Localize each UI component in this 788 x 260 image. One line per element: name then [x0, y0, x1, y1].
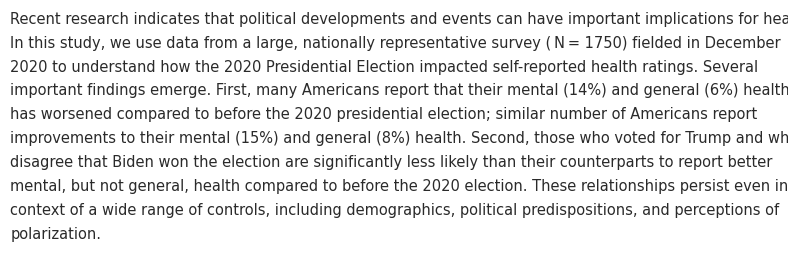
Text: Recent research indicates that political developments and events can have import: Recent research indicates that political… — [10, 12, 788, 27]
Text: disagree that Biden won the election are significantly less likely than their co: disagree that Biden won the election are… — [10, 155, 772, 170]
Text: has worsened compared to before the 2020 presidential election; similar number o: has worsened compared to before the 2020… — [10, 107, 757, 122]
Text: 2020 to understand how the 2020 Presidential Election impacted self-reported hea: 2020 to understand how the 2020 Presiden… — [10, 60, 758, 75]
Text: improvements to their mental (15%) and general (8%) health. Second, those who vo: improvements to their mental (15%) and g… — [10, 131, 788, 146]
Text: important findings emerge. First, many Americans report that their mental (14%) : important findings emerge. First, many A… — [10, 83, 788, 99]
Text: context of a wide range of controls, including demographics, political predispos: context of a wide range of controls, inc… — [10, 203, 779, 218]
Text: In this study, we use data from a large, nationally representative survey ( N = : In this study, we use data from a large,… — [10, 36, 781, 51]
Text: polarization.: polarization. — [10, 227, 101, 242]
Text: mental, but not general, health compared to before the 2020 election. These rela: mental, but not general, health compared… — [10, 179, 788, 194]
